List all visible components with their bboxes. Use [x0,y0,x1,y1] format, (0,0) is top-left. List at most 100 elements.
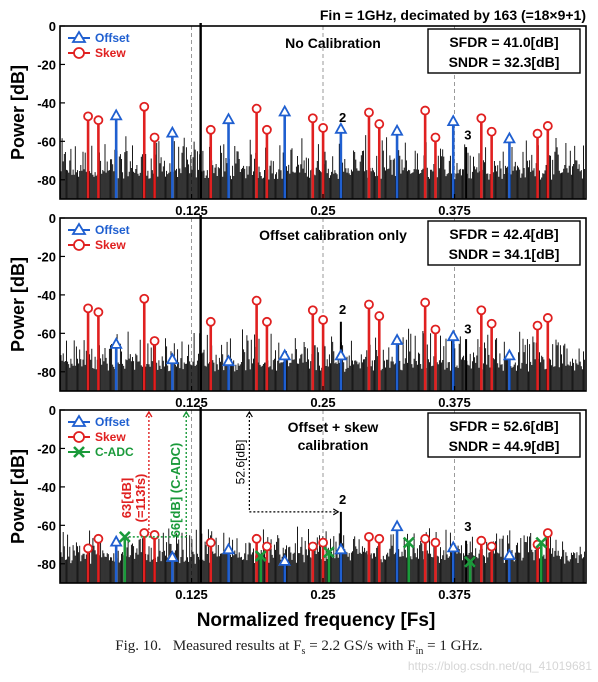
triangle-icon [71,414,87,427]
offset-spur-marker [446,329,460,342]
harmonic-label: 3 [464,519,471,534]
offset-spur-marker [222,112,236,125]
caption-fs-sub: s [301,646,306,657]
y-tick-label: -40 [37,96,56,111]
cadc-spur-marker [402,536,415,549]
annotations: 63[dB] (=113fs) 66[dB] (C-ADC) 52.6[dB] [119,410,340,538]
cadc-spur-marker [464,555,476,568]
offset-spur-marker [390,333,404,345]
legend-label-skew: Skew [95,430,126,444]
skew-spur-marker [262,124,272,135]
sndr-value: SNDR = 32.3[dB] [449,54,560,70]
arrow-right-icon [332,508,340,516]
legend-label-cadc: C-ADC [95,445,134,459]
metrics-box [427,412,581,458]
offset-spur-marker [502,348,516,361]
figure: Fin = 1GHz, decimated by 163 (=18×9+1) 0… [8,7,587,631]
skew-spur-marker [205,537,216,548]
sndr-value: SNDR = 34.1[dB] [449,246,560,262]
skew-spur-marker [430,537,441,548]
y-tick-label: -80 [37,365,56,380]
skew-spur-marker [307,305,318,316]
x-tick-label: 0.125 [175,203,208,218]
x-tick-label: 0.25 [310,587,335,602]
skew-spur-marker [486,541,497,552]
y-tick-label: 0 [49,211,56,226]
offset-spur-marker [109,534,123,547]
harmonic-label: 2 [339,110,346,125]
skew-spur-marker [486,126,497,137]
skew-spur-marker [139,293,150,304]
skew-spur-marker [205,124,216,135]
skew-spur-marker [307,113,318,124]
y-axis-title: Power [dB] [8,449,28,544]
sndr-value: SNDR = 44.9[dB] [449,438,560,454]
skew-spur-marker [374,119,385,129]
caption-text: Measured results at F [172,638,302,654]
skew-spur-marker [476,113,487,124]
skew-spur-marker [430,324,441,335]
cadc-spur-marker [535,536,548,549]
skew-spur-marker [420,533,431,544]
skew-spur-marker [262,316,272,327]
skew-spur-marker [93,533,104,544]
x-tick-label: 0.125 [175,395,208,410]
offset-spur-marker [390,123,404,136]
watermark: https://blog.csdn.net/qq_41019681 [407,659,592,673]
sfdr-range-label: 52.6[dB] [233,440,247,485]
cadc-range-label: 66[dB] (C-ADC) [168,443,183,538]
x-tick-label: 0.25 [310,395,335,410]
noise-floor [60,328,586,391]
circle-icon [73,239,85,251]
harmonic-label: 2 [339,492,346,507]
offset-spur-marker [446,540,460,553]
panel-title: No Calibration [285,35,381,51]
caption-fin-sub: in [415,646,424,657]
skew-spur-marker [364,107,374,118]
harmonic-label: 3 [464,321,471,336]
skew-spur-marker [318,537,329,548]
x-tick-label: 0.375 [438,203,471,218]
skew-time-label: (=113fs) [133,474,148,523]
skew-spur-marker [83,303,93,314]
skew-spur-marker [542,121,553,131]
skew-spur-marker [364,299,374,310]
skew-spur-marker [149,336,160,346]
arrow-up-icon [145,410,153,418]
skew-spur-marker [364,531,374,542]
offset-spur-marker [278,554,292,566]
offset-spur-marker [446,114,460,127]
y-axis-title: Power [dB] [8,257,28,352]
skew-spur-marker [486,318,497,329]
skew-spur-marker [205,316,216,327]
skew-spur-marker [149,132,160,143]
sfdr-value: SFDR = 42.4[dB] [449,226,558,242]
offset-spur-marker [109,337,123,349]
offset-spur-marker [109,108,123,121]
skew-spur-marker [476,305,487,316]
noise-floor [60,135,586,199]
offset-spur-marker [334,348,348,361]
harmonic-label: 2 [339,302,346,317]
harmonic-label: 3 [464,127,471,142]
skew-range-label: 63[dB] [119,478,134,518]
x-mark-icon [73,446,85,458]
cadc-spur-marker [322,546,335,559]
chart-panel-3: 0 -20 -40 -60 -80 0.125 0.25 0.375 Power [dB] Off… [8,403,587,602]
legend-label-offset: Offset [95,31,130,45]
skew-spur-marker [476,535,487,546]
cadc-spur-marker [118,530,131,543]
circle-icon [73,431,85,443]
skew-spur-marker [149,530,160,540]
x-tick-label: 0.125 [175,587,208,602]
y-tick-label: 0 [49,19,56,34]
y-tick-label: -40 [37,480,56,495]
offset-spur-marker [278,348,292,361]
legend-label-skew: Skew [95,46,126,60]
offset-spur-marker [165,352,179,365]
sfdr-value: SFDR = 52.6[dB] [449,418,558,434]
skew-spur-marker [93,307,104,318]
y-tick-label: -40 [37,288,56,303]
sfdr-value: SFDR = 41.0[dB] [449,34,558,50]
